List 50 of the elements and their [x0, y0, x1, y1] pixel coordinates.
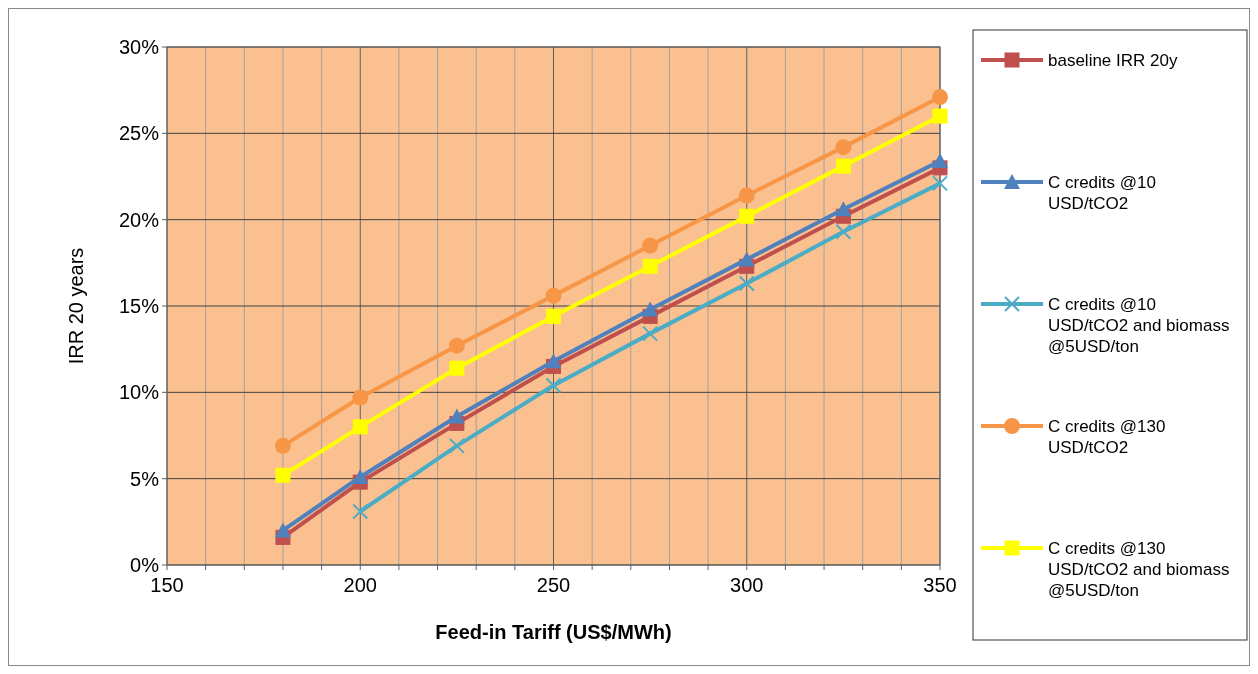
x-tick-label: 250 [536, 574, 571, 596]
point [545, 287, 562, 304]
point [932, 89, 948, 106]
point [835, 201, 852, 217]
point [352, 503, 369, 520]
y-tick-label: 10% [118, 381, 160, 404]
legend-label: C credits @10 USD/tCO2 and biomass @5USD/ton [1048, 295, 1230, 356]
point [274, 437, 291, 454]
point [932, 108, 948, 124]
point [738, 251, 755, 267]
legend-label: C credits @130 USD/tCO2 [1048, 417, 1166, 457]
point [932, 152, 948, 168]
point [932, 175, 948, 192]
point [835, 223, 852, 240]
legend-label: baseline IRR 20y [1048, 51, 1178, 70]
point [275, 467, 291, 483]
x-tick-label: 150 [150, 574, 184, 596]
point [835, 139, 852, 156]
point [448, 437, 465, 454]
point [352, 419, 368, 435]
legend-label: C credits @130 USD/tCO2 and biomass @5USD/ton [1048, 539, 1230, 600]
y-tick-label: 5% [130, 467, 160, 490]
y-tick-label: 30% [118, 36, 160, 58]
x-tick-label: 300 [730, 574, 764, 596]
y-axis-title: IRR 20 years [65, 247, 87, 365]
x-axis-title: Feed-in Tariff (US$/MWh) [435, 621, 672, 643]
point [642, 301, 659, 317]
point [738, 187, 755, 204]
point [739, 208, 755, 224]
y-tick-label: 20% [118, 208, 160, 231]
point [448, 408, 465, 424]
point [642, 237, 659, 254]
y-tick-label: 25% [118, 122, 160, 145]
point [545, 377, 562, 394]
point [545, 353, 562, 369]
point [449, 360, 465, 376]
x-tick-label: 350 [923, 574, 957, 596]
x-tick-label: 200 [343, 574, 377, 596]
legend-label: C credits @10 USD/tCO2 [1048, 173, 1156, 213]
point [738, 275, 755, 292]
point [546, 308, 561, 324]
point [448, 337, 465, 354]
point [835, 158, 851, 174]
y-tick-label: 0% [130, 554, 160, 576]
point [642, 258, 658, 274]
point [352, 389, 369, 406]
point [352, 468, 369, 484]
y-tick-label: 15% [118, 295, 160, 317]
point [642, 325, 659, 342]
point [274, 522, 291, 538]
